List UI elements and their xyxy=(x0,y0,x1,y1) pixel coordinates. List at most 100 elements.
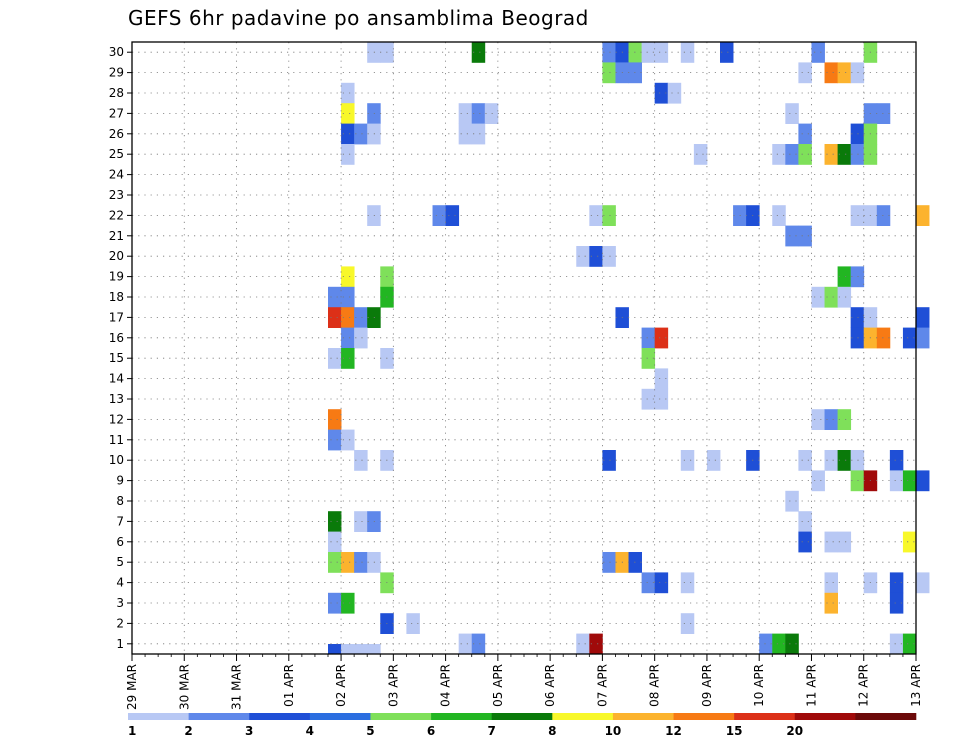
colorbar-label: 5 xyxy=(366,724,374,738)
colorbar-label: 4 xyxy=(306,724,314,738)
colorbar-label: 2 xyxy=(184,724,192,738)
heatmap-cell xyxy=(811,286,825,308)
heatmap-cell xyxy=(824,572,838,594)
y-axis: 1234567891011121314151617181920212223242… xyxy=(109,45,132,651)
heatmap-cell xyxy=(328,409,342,430)
x-tick-label: 29 MAR xyxy=(125,664,139,710)
heatmap-cell xyxy=(328,511,342,532)
colorbar-label: 3 xyxy=(245,724,253,738)
heatmap-cell xyxy=(876,327,891,349)
heatmap-cell xyxy=(876,103,891,124)
y-tick-label: 9 xyxy=(116,474,124,488)
heatmap-cell xyxy=(328,531,342,553)
colorbar-segment xyxy=(673,713,735,720)
heatmap-cell xyxy=(798,144,812,165)
x-axis: 29 MAR 30 MAR 31 MAR 01 APR 02 APR 03 APR 04 A… xyxy=(125,654,923,710)
heatmap-cell xyxy=(798,511,812,532)
y-tick-label: 23 xyxy=(109,188,124,202)
colorbar-label: 10 xyxy=(605,724,622,738)
heatmap-cell xyxy=(654,572,669,594)
heatmap-cell xyxy=(902,470,917,492)
heatmap-cell xyxy=(902,327,917,349)
colorbar-segment xyxy=(855,713,917,720)
x-tick-label: 05 APR xyxy=(491,664,505,707)
heatmap-cell xyxy=(811,409,825,430)
heatmap-cell xyxy=(641,327,656,349)
heatmap-cell xyxy=(902,633,917,655)
y-tick-label: 16 xyxy=(109,331,124,345)
heatmap-cell xyxy=(916,307,930,328)
y-tick-label: 13 xyxy=(109,392,124,406)
heatmap-cell xyxy=(889,450,904,471)
heatmap-cell xyxy=(667,82,682,104)
heatmap-cell xyxy=(471,633,486,655)
heatmap-cell xyxy=(759,633,773,655)
y-tick-label: 11 xyxy=(109,433,124,447)
y-tick-label: 28 xyxy=(109,86,124,100)
heatmap-cell xyxy=(785,225,799,247)
heatmap-cell xyxy=(824,62,838,84)
heatmap-cell xyxy=(589,633,603,655)
y-tick-label: 4 xyxy=(116,576,124,590)
heatmap-cell xyxy=(824,531,838,553)
heatmap-cell xyxy=(341,552,355,573)
y-tick-label: 29 xyxy=(109,66,124,80)
heatmap-cell xyxy=(328,644,342,655)
heatmap-cell xyxy=(602,552,616,573)
colorbar-segment xyxy=(491,713,553,720)
y-tick-label: 5 xyxy=(116,555,124,569)
colorbar-segment xyxy=(431,713,492,720)
heatmap-cell xyxy=(798,123,812,145)
heatmap-cell xyxy=(902,531,917,553)
colorbar-label: 6 xyxy=(427,724,435,738)
y-tick-label: 2 xyxy=(116,616,124,630)
heatmap-cell xyxy=(458,633,473,655)
heatmap-cell xyxy=(458,123,473,145)
heatmap-cell xyxy=(824,592,838,614)
heatmap-cell xyxy=(471,103,486,124)
y-tick-label: 14 xyxy=(109,372,124,386)
heatmap-cell xyxy=(328,307,342,328)
heatmap-cell xyxy=(772,633,786,655)
x-tick-label: 09 APR xyxy=(700,664,714,707)
heatmap-cell xyxy=(680,450,695,471)
chart-title: GEFS 6hr padavine po ansamblima Beograd xyxy=(128,6,589,30)
heatmap-cell xyxy=(837,286,852,308)
colorbar-segment xyxy=(612,713,674,720)
heatmap-cell xyxy=(876,205,891,226)
x-tick-label: 04 APR xyxy=(439,664,453,707)
heatmap-cell xyxy=(341,103,355,124)
heatmap-cell xyxy=(916,327,930,349)
heatmap-cell xyxy=(680,572,695,594)
colorbar-label: 20 xyxy=(786,724,803,738)
x-tick-label: 08 APR xyxy=(648,664,662,707)
heatmap-cell xyxy=(837,266,852,288)
y-tick-label: 19 xyxy=(109,270,124,284)
colorbar-segment xyxy=(794,713,856,720)
heatmap-cell xyxy=(772,144,786,165)
heatmap-cell xyxy=(837,409,852,430)
heatmap-cell xyxy=(602,450,616,471)
heatmap-cell xyxy=(654,388,669,410)
colorbar-segment xyxy=(734,713,796,720)
colorbar: 1 2 3 4 5 6 7 8 10 12 15 20 xyxy=(128,713,917,738)
heatmap-cell xyxy=(837,450,852,471)
heatmap-cell xyxy=(680,613,695,634)
heatmap-cell xyxy=(589,246,603,267)
heatmap-cell xyxy=(576,633,590,655)
colorbar-segment xyxy=(370,713,432,720)
heatmap-cell xyxy=(772,205,786,226)
y-tick-label: 25 xyxy=(109,147,124,161)
heatmap-cell xyxy=(471,42,486,63)
y-tick-label: 7 xyxy=(116,514,124,528)
y-tick-label: 3 xyxy=(116,596,124,610)
heatmap-cell xyxy=(471,123,486,145)
heatmap-cell xyxy=(641,572,656,594)
x-tick-label: 13 APR xyxy=(909,664,923,707)
heatmap-cell xyxy=(341,348,355,369)
heatmap-cell xyxy=(693,144,708,165)
heatmap-cell xyxy=(720,42,734,63)
heatmap-cell xyxy=(811,470,825,492)
heatmap-cell xyxy=(798,62,812,84)
heatmap-cell xyxy=(341,144,355,165)
